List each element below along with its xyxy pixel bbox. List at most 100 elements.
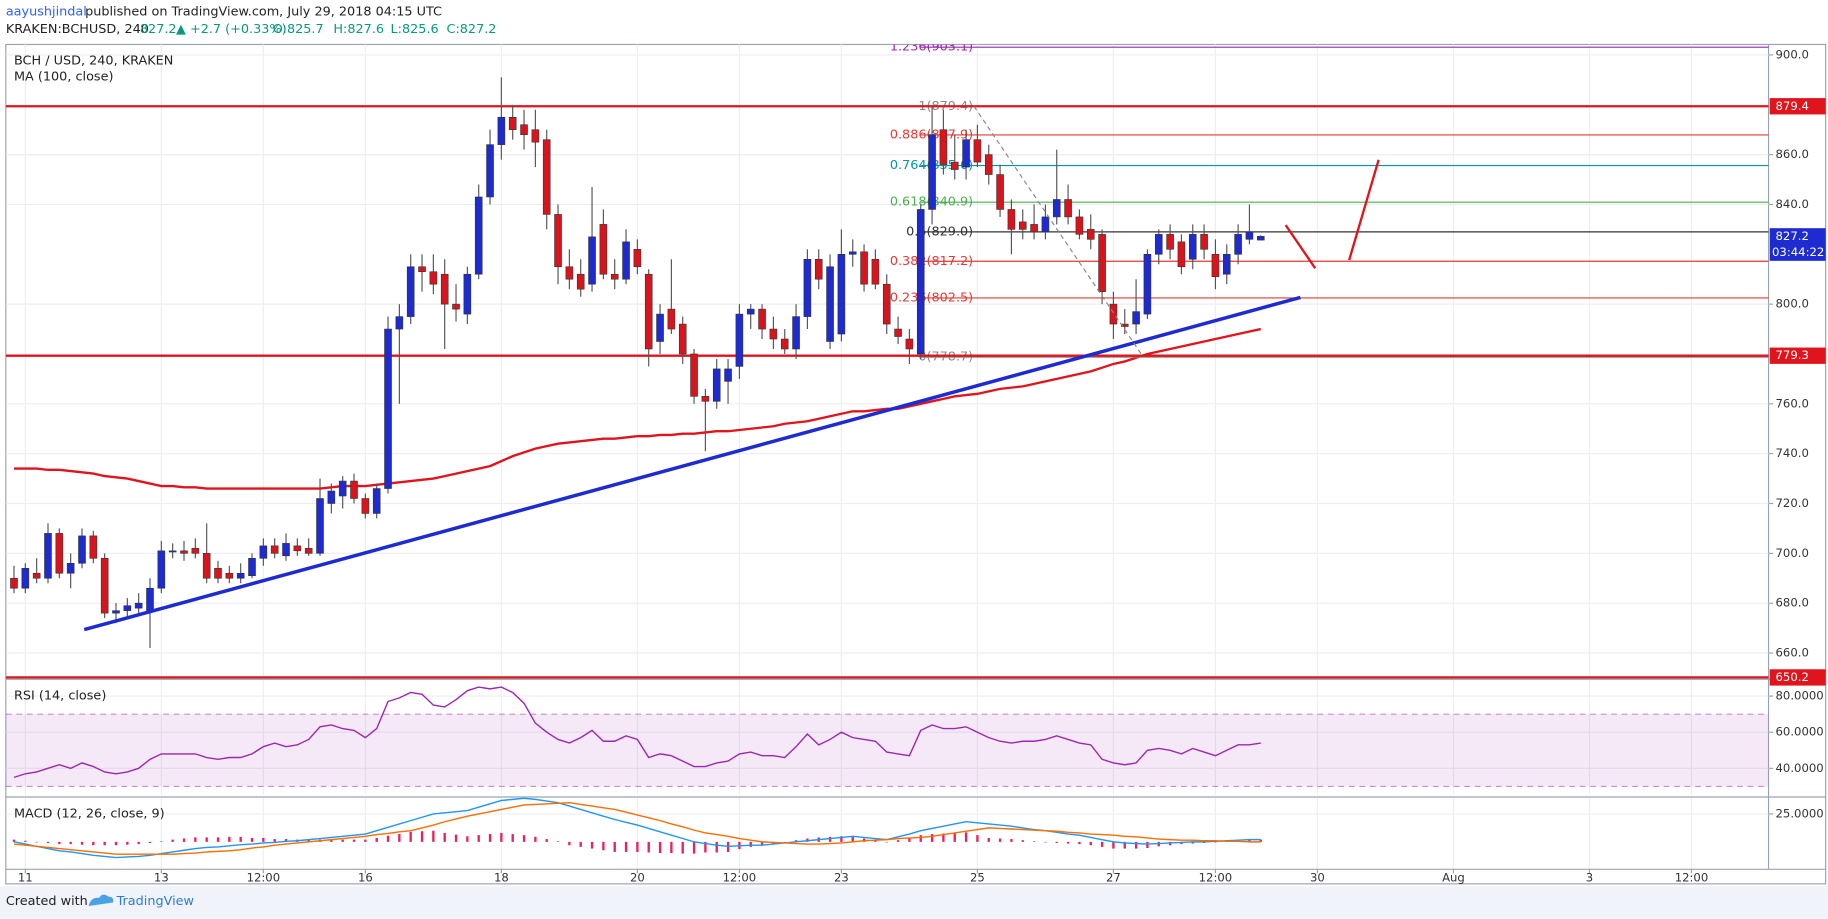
candle-body bbox=[429, 271, 438, 285]
histogram-bar bbox=[262, 837, 265, 842]
fib-connector bbox=[973, 105, 1144, 357]
candle-body bbox=[520, 124, 528, 135]
tradingview-link[interactable]: TradingView bbox=[116, 894, 194, 909]
histogram-bar bbox=[885, 841, 888, 843]
candle-body bbox=[973, 139, 982, 163]
author-link[interactable]: aayushjindal bbox=[6, 4, 87, 19]
histogram-bar bbox=[1214, 841, 1217, 843]
candle-body bbox=[1098, 234, 1106, 292]
candle-body bbox=[724, 368, 732, 382]
histogram-bar bbox=[930, 834, 934, 842]
x-tick-label: 20 bbox=[630, 871, 645, 885]
histogram-bar bbox=[216, 837, 220, 842]
published-note: published on TradingView.com, July 29, 2… bbox=[85, 4, 442, 19]
candle-body bbox=[542, 139, 551, 215]
histogram-bar bbox=[432, 830, 435, 842]
candle-body bbox=[656, 313, 664, 342]
histogram-bar bbox=[239, 836, 242, 842]
projection-arrow bbox=[1284, 224, 1317, 269]
histogram-bar bbox=[794, 840, 798, 842]
candle-body bbox=[735, 313, 744, 367]
candle-body bbox=[44, 533, 52, 579]
histogram-bar bbox=[160, 841, 163, 842]
x-tick-label: 11 bbox=[18, 871, 33, 885]
candle-body bbox=[690, 353, 698, 397]
candle-body bbox=[1177, 241, 1186, 268]
last-price: 827.2 bbox=[140, 22, 177, 37]
histogram-bar bbox=[148, 841, 152, 843]
candle-body bbox=[248, 558, 256, 577]
candle-body bbox=[758, 308, 766, 330]
candle-body bbox=[1052, 199, 1061, 218]
candle-body bbox=[452, 303, 460, 310]
candle-body bbox=[1086, 229, 1095, 240]
histogram-bar bbox=[896, 840, 900, 842]
y-tick-label: 740.0 bbox=[1776, 446, 1809, 460]
x-tick-label: 12:00 bbox=[1675, 871, 1709, 885]
plot-area: 1.236(903.1)1(879.4)0.886(867.9)0.764(85… bbox=[5, 44, 1769, 679]
histogram-bar bbox=[69, 841, 72, 845]
x-tick-label: 25 bbox=[970, 871, 985, 885]
candle-body bbox=[565, 266, 574, 280]
candle-body bbox=[89, 535, 98, 559]
x-tick-label: 16 bbox=[358, 871, 373, 885]
histogram-bar bbox=[35, 841, 38, 843]
plot-area bbox=[5, 797, 1769, 869]
histogram-bar bbox=[1021, 840, 1024, 842]
candle-body bbox=[1245, 231, 1254, 240]
last-price-label: 827.2 bbox=[1776, 229, 1809, 243]
histogram-bar bbox=[1089, 841, 1092, 846]
price-tag-label: 779.3 bbox=[1776, 348, 1809, 362]
close: C:827.2 bbox=[447, 22, 497, 37]
candle-body bbox=[1030, 224, 1038, 233]
candle-body bbox=[939, 129, 948, 165]
histogram-bar bbox=[579, 841, 582, 847]
candle-body bbox=[1064, 199, 1072, 218]
price-tag bbox=[1769, 347, 1826, 364]
histogram-bar bbox=[647, 841, 650, 853]
histogram-bar bbox=[488, 834, 492, 842]
candle-body bbox=[1256, 236, 1265, 241]
histogram-bar bbox=[171, 839, 174, 842]
histogram-bar bbox=[522, 835, 526, 842]
candle-body bbox=[384, 328, 392, 489]
histogram-bar bbox=[998, 838, 1002, 842]
histogram-bar bbox=[12, 839, 16, 842]
candle-body bbox=[350, 480, 358, 499]
histogram-bar bbox=[1248, 839, 1251, 842]
chart-frame bbox=[5, 43, 1827, 885]
moving-average bbox=[13, 327, 1262, 490]
fib-label: 0.382(817.2) bbox=[890, 254, 973, 269]
candle-body bbox=[225, 572, 234, 579]
candle-body bbox=[871, 258, 880, 285]
histogram-bar bbox=[466, 836, 469, 842]
histogram-bar bbox=[602, 841, 605, 851]
fib-label: 0(778.7) bbox=[918, 350, 973, 365]
histogram-bar bbox=[126, 841, 129, 845]
x-tick-label: 12:00 bbox=[723, 871, 757, 885]
histogram-bar bbox=[228, 836, 231, 842]
y-tick-label: 760.0 bbox=[1776, 396, 1809, 410]
price-tag-label: 650.2 bbox=[1776, 670, 1809, 684]
candle-body bbox=[21, 567, 30, 589]
histogram-bar bbox=[194, 837, 197, 842]
candle-body bbox=[554, 214, 562, 268]
histogram-bar bbox=[352, 839, 356, 842]
candle-body bbox=[905, 338, 914, 350]
histogram-bar bbox=[114, 841, 118, 846]
tradingview-logo[interactable] bbox=[88, 894, 114, 907]
x-tick-label: 27 bbox=[1106, 871, 1121, 885]
histogram-bar bbox=[942, 833, 945, 842]
candle-body bbox=[395, 316, 404, 330]
y-tick-label: 860.0 bbox=[1776, 147, 1809, 161]
x-tick-label: 3 bbox=[1586, 871, 1593, 885]
histogram-bar bbox=[670, 841, 673, 854]
rsi-band bbox=[5, 714, 1769, 787]
histogram-bar bbox=[46, 841, 50, 843]
candle-body bbox=[916, 209, 925, 355]
candle-body bbox=[996, 174, 1004, 210]
histogram-bar bbox=[1010, 839, 1013, 842]
price-change: ▲ +2.7 (+0.33%) bbox=[176, 22, 287, 37]
